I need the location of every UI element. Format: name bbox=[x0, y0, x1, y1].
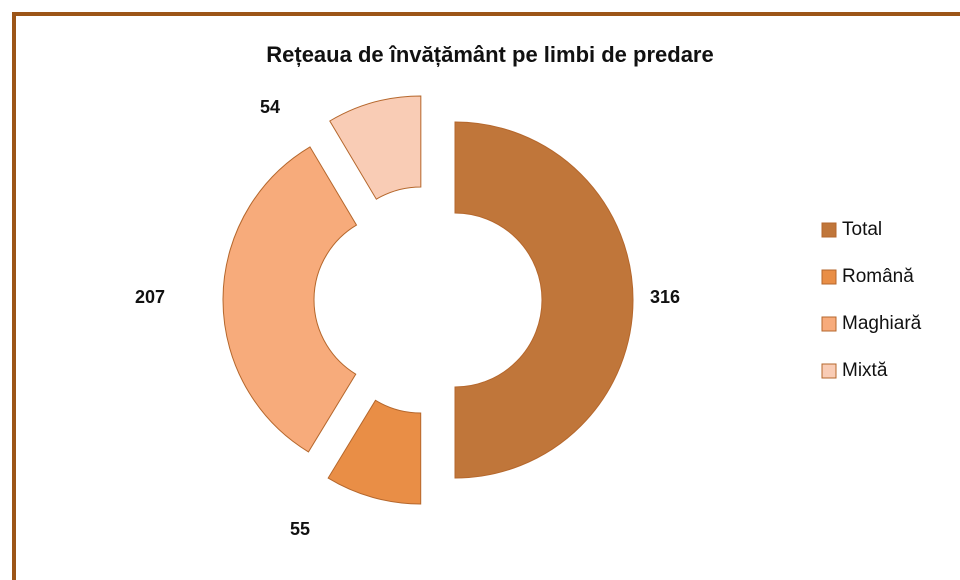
legend-label: Mixtă bbox=[842, 360, 888, 381]
slice bbox=[327, 399, 422, 505]
legend-label: Română bbox=[842, 266, 914, 287]
data-label: 55 bbox=[290, 519, 310, 539]
slice bbox=[329, 95, 422, 200]
data-label: 54 bbox=[260, 97, 280, 117]
legend-swatch bbox=[821, 269, 837, 285]
frame bbox=[12, 12, 960, 580]
legend-swatch bbox=[821, 316, 837, 332]
data-label: 316 bbox=[650, 287, 680, 307]
slice bbox=[454, 121, 634, 479]
legend-swatch bbox=[821, 363, 837, 379]
chart-title: Rețeaua de învățământ pe limbi de predar… bbox=[266, 42, 713, 67]
legend-label: Total bbox=[842, 219, 882, 240]
legend-label: Maghiară bbox=[842, 313, 922, 334]
data-label: 207 bbox=[135, 287, 165, 307]
legend-swatch bbox=[821, 222, 837, 238]
slice bbox=[222, 146, 358, 453]
